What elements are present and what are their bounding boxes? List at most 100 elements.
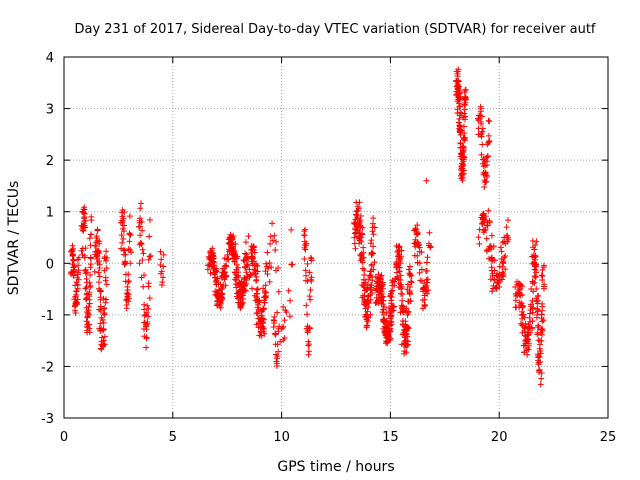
data-point: [87, 282, 94, 289]
y-tick-label: -2: [41, 360, 54, 375]
data-point: [481, 227, 488, 234]
data-point: [487, 246, 494, 253]
data-point: [492, 284, 499, 291]
data-point: [254, 286, 261, 293]
data-point: [394, 261, 401, 268]
data-point: [256, 314, 263, 321]
data-point: [271, 232, 278, 239]
data-point: [515, 289, 522, 296]
data-point: [461, 134, 468, 141]
data-point: [280, 303, 287, 310]
data-point: [273, 238, 280, 245]
data-point: [540, 264, 547, 271]
data-point: [103, 265, 110, 272]
data-point: [488, 232, 495, 239]
data-point: [143, 309, 150, 316]
data-point: [100, 319, 107, 326]
data-point: [502, 266, 509, 273]
data-point: [261, 299, 268, 306]
y-tick-label: 3: [46, 103, 54, 118]
data-point: [461, 97, 468, 104]
data-point: [127, 249, 134, 256]
data-point: [139, 256, 146, 263]
data-point: [254, 310, 261, 317]
data-point: [534, 297, 541, 304]
data-point: [405, 325, 412, 332]
data-point: [253, 290, 260, 297]
data-point: [360, 282, 367, 289]
grid-lines: [64, 57, 608, 418]
data-point: [455, 83, 462, 90]
data-point: [138, 219, 145, 226]
data-point: [539, 273, 546, 280]
data-point: [280, 324, 287, 331]
data-point: [371, 224, 378, 231]
data-point: [532, 273, 539, 280]
data-point: [367, 311, 374, 318]
data-point: [274, 353, 281, 360]
data-point: [534, 331, 541, 338]
data-point: [368, 262, 375, 269]
data-point: [369, 250, 376, 257]
data-point: [351, 234, 358, 241]
data-point: [73, 288, 80, 295]
data-point: [83, 275, 90, 282]
data-point: [231, 248, 238, 255]
data-point: [498, 248, 505, 255]
data-point: [137, 232, 144, 239]
data-point: [157, 262, 164, 269]
data-point: [83, 269, 90, 276]
data-point: [455, 100, 462, 107]
data-point: [505, 234, 512, 241]
data-point: [267, 233, 274, 240]
data-point: [537, 350, 544, 357]
data-point: [222, 274, 229, 281]
data-point: [414, 252, 421, 259]
data-point: [157, 248, 164, 255]
data-point: [100, 326, 107, 333]
data-point: [307, 296, 314, 303]
data-point: [478, 130, 485, 137]
data-point: [408, 272, 415, 279]
data-point: [398, 253, 405, 260]
data-point: [249, 255, 256, 262]
data-point: [415, 230, 422, 237]
data-point: [418, 266, 425, 273]
data-point: [357, 212, 364, 219]
data-point: [402, 318, 409, 325]
data-point: [483, 158, 490, 165]
data-point: [535, 352, 542, 359]
data-point: [475, 234, 482, 241]
data-point: [359, 265, 366, 272]
plot-frame: [63, 56, 609, 419]
x-tick-label: 15: [382, 430, 399, 445]
data-point: [121, 247, 128, 254]
data-point: [459, 149, 466, 156]
data-point: [389, 279, 396, 286]
data-point: [306, 324, 313, 331]
data-point: [261, 330, 268, 337]
data-point: [371, 259, 378, 266]
data-point: [86, 289, 93, 296]
data-point: [101, 305, 108, 312]
data-point: [253, 276, 260, 283]
data-point: [69, 242, 76, 249]
data-point: [303, 272, 310, 279]
data-point: [402, 344, 409, 351]
data-point: [260, 306, 267, 313]
data-point: [210, 253, 217, 260]
data-point: [539, 300, 546, 307]
data-point: [485, 207, 492, 214]
data-point: [264, 249, 271, 256]
x-axis-label: GPS time / hours: [277, 459, 394, 475]
data-point: [480, 210, 487, 217]
data-point: [137, 205, 144, 212]
data-point: [289, 261, 296, 268]
data-point: [535, 337, 542, 344]
data-point: [352, 245, 359, 252]
data-point: [539, 318, 546, 325]
data-point: [455, 119, 462, 126]
data-point: [146, 216, 153, 223]
data-point: [459, 177, 466, 184]
